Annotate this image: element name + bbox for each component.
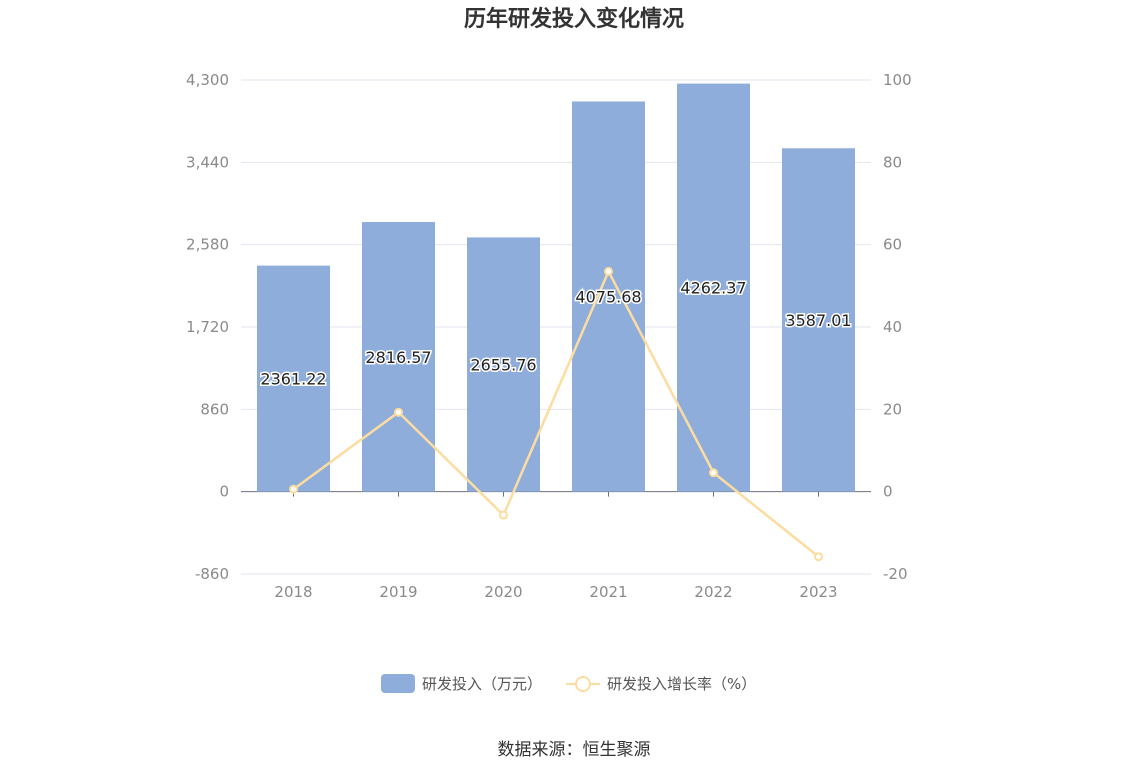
growth-rate-point-2018 xyxy=(289,484,298,494)
right-axis-tick-label: -20 xyxy=(883,565,908,583)
line-series xyxy=(289,266,823,562)
right-y-axis: 100 80 60 40 20 0 -20 xyxy=(883,71,912,583)
bar-value-label: 3587.01 xyxy=(785,311,851,330)
bar-2020 xyxy=(467,237,540,492)
growth-rate-point-2023 xyxy=(814,552,823,562)
bar-2023 xyxy=(782,148,855,492)
legend-item-growth-rate[interactable]: 研发投入增长率（%） xyxy=(566,675,756,693)
growth-rate-point-2020 xyxy=(499,510,508,520)
x-axis-tick-label: 2020 xyxy=(484,583,522,601)
left-axis-tick-label: 0 xyxy=(219,483,229,501)
bar-2018 xyxy=(257,265,330,492)
left-axis-tick-label: 3,440 xyxy=(186,153,229,171)
x-axis-tick-label: 2021 xyxy=(589,583,627,601)
bar-2021 xyxy=(572,101,645,492)
data-source: 数据来源：恒生聚源 xyxy=(498,740,651,760)
x-axis: 2018 2019 2020 2021 2022 2023 xyxy=(241,491,871,601)
legend-bar-swatch xyxy=(381,674,415,693)
left-axis-tick-label: 4,300 xyxy=(186,71,229,89)
left-axis-tick-label: 1,720 xyxy=(186,318,229,336)
left-y-axis: 4,300 3,440 2,580 1,720 860 0 -860 xyxy=(186,71,229,583)
grid-lines xyxy=(241,79,871,575)
right-axis-tick-label: 0 xyxy=(883,483,893,501)
right-axis-tick-label: 40 xyxy=(883,318,902,336)
legend[interactable]: 研发投入（万元） 研发投入增长率（%） xyxy=(381,674,756,693)
bar-labels: 2361.22 2816.57 2655.76 4075.68 4262.37 3587.… xyxy=(259,277,853,390)
legend-label-rd-investment: 研发投入（万元） xyxy=(422,675,542,693)
legend-label-growth-rate: 研发投入增长率（%） xyxy=(607,675,756,693)
left-axis-tick-label: -860 xyxy=(195,565,229,583)
bar-value-label: 2655.76 xyxy=(470,356,536,375)
right-axis-tick-label: 20 xyxy=(883,400,902,418)
bar-2019 xyxy=(362,222,435,492)
bar-value-label: 4075.68 xyxy=(575,288,641,307)
left-axis-tick-label: 2,580 xyxy=(186,236,229,254)
right-axis-tick-label: 80 xyxy=(883,153,902,171)
x-axis-tick-label: 2022 xyxy=(694,583,732,601)
bar-value-label: 2361.22 xyxy=(260,370,326,389)
left-axis-tick-label: 860 xyxy=(200,400,229,418)
x-axis-tick-label: 2023 xyxy=(799,583,837,601)
bar-value-label: 4262.37 xyxy=(680,279,746,298)
x-axis-tick-label: 2019 xyxy=(379,583,417,601)
growth-rate-point-2019 xyxy=(394,407,403,417)
growth-rate-line xyxy=(292,268,820,558)
bar-value-label: 2816.57 xyxy=(365,348,431,367)
growth-rate-point-2022 xyxy=(709,468,718,478)
chart-title: 历年研发投入变化情况 xyxy=(464,6,684,32)
right-axis-tick-label: 60 xyxy=(883,236,902,254)
growth-rate-point-2021 xyxy=(604,266,613,276)
legend-line-marker xyxy=(575,676,591,692)
legend-item-rd-investment[interactable]: 研发投入（万元） xyxy=(381,674,542,693)
x-axis-tick-label: 2018 xyxy=(274,583,312,601)
right-axis-tick-label: 100 xyxy=(883,71,912,89)
bar-series xyxy=(257,83,855,492)
